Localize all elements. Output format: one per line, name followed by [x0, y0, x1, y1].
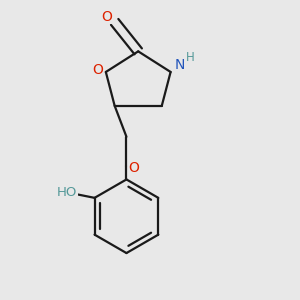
Text: O: O	[92, 63, 103, 76]
Text: N: N	[175, 58, 185, 73]
Text: O: O	[101, 10, 112, 24]
Text: HO: HO	[57, 186, 77, 199]
Text: O: O	[128, 161, 139, 175]
Text: H: H	[186, 51, 195, 64]
